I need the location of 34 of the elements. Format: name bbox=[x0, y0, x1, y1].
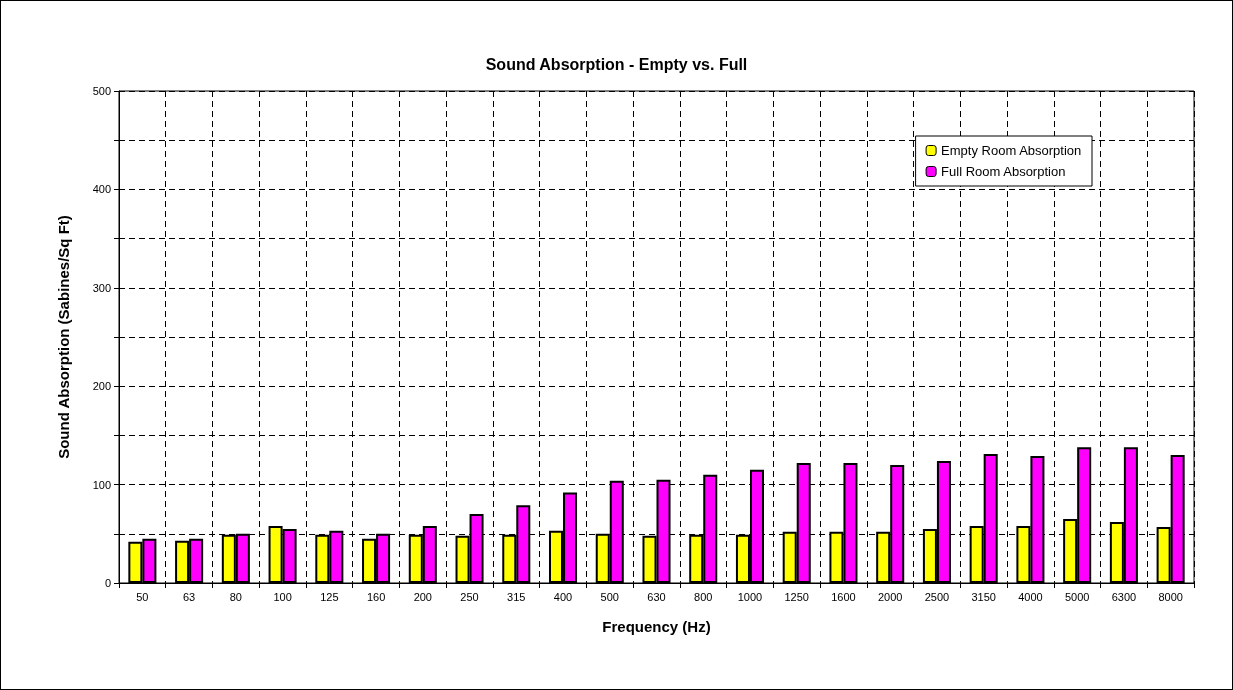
x-tick-label: 630 bbox=[647, 590, 666, 603]
x-axis-title: Frequency (Hz) bbox=[602, 618, 711, 635]
x-tick-label: 125 bbox=[320, 590, 339, 603]
y-tick-label: 200 bbox=[92, 380, 111, 393]
y-axis-title: Sound Absorption (Sabines/Sq Ft) bbox=[55, 215, 72, 459]
x-tick-label: 400 bbox=[553, 590, 573, 603]
x-tick-label: 6300 bbox=[1111, 590, 1137, 603]
y-tick-label: 0 bbox=[104, 577, 111, 589]
x-tick-label: 80 bbox=[229, 590, 242, 603]
x-tick-label: 200 bbox=[413, 590, 432, 603]
legend-label: Empty Room Absorption bbox=[941, 143, 1082, 158]
x-tick-label: 50 bbox=[136, 590, 149, 603]
x-tick-label: 5000 bbox=[1064, 590, 1090, 603]
x-tick-label: 315 bbox=[507, 590, 526, 603]
x-tick-label: 3150 bbox=[971, 590, 996, 603]
x-tick-label: 160 bbox=[366, 590, 386, 603]
chart-title: Sound Absorption - Empty vs. Full bbox=[485, 55, 748, 73]
x-tick-label: 1600 bbox=[831, 590, 856, 603]
x-tick-label: 4000 bbox=[1018, 590, 1043, 603]
x-tick-label: 100 bbox=[273, 590, 292, 603]
x-tick-label: 800 bbox=[694, 590, 713, 603]
y-tick-label: 500 bbox=[92, 85, 111, 97]
y-tick-label: 100 bbox=[92, 478, 111, 491]
x-tick-label: 63 bbox=[182, 590, 196, 603]
y-tick-label: 300 bbox=[92, 281, 111, 294]
legend-label: Full Room Absorption bbox=[941, 164, 1066, 179]
x-tick-label: 500 bbox=[600, 590, 619, 603]
x-tick-label: 250 bbox=[460, 590, 479, 603]
x-tick-label: 1250 bbox=[784, 590, 809, 603]
x-tick-label: 8000 bbox=[1158, 590, 1183, 603]
x-tick-label: 1000 bbox=[737, 590, 763, 603]
x-tick-label: 2000 bbox=[877, 590, 903, 603]
y-tick-label: 400 bbox=[92, 183, 111, 196]
x-tick-label: 2500 bbox=[924, 590, 950, 603]
